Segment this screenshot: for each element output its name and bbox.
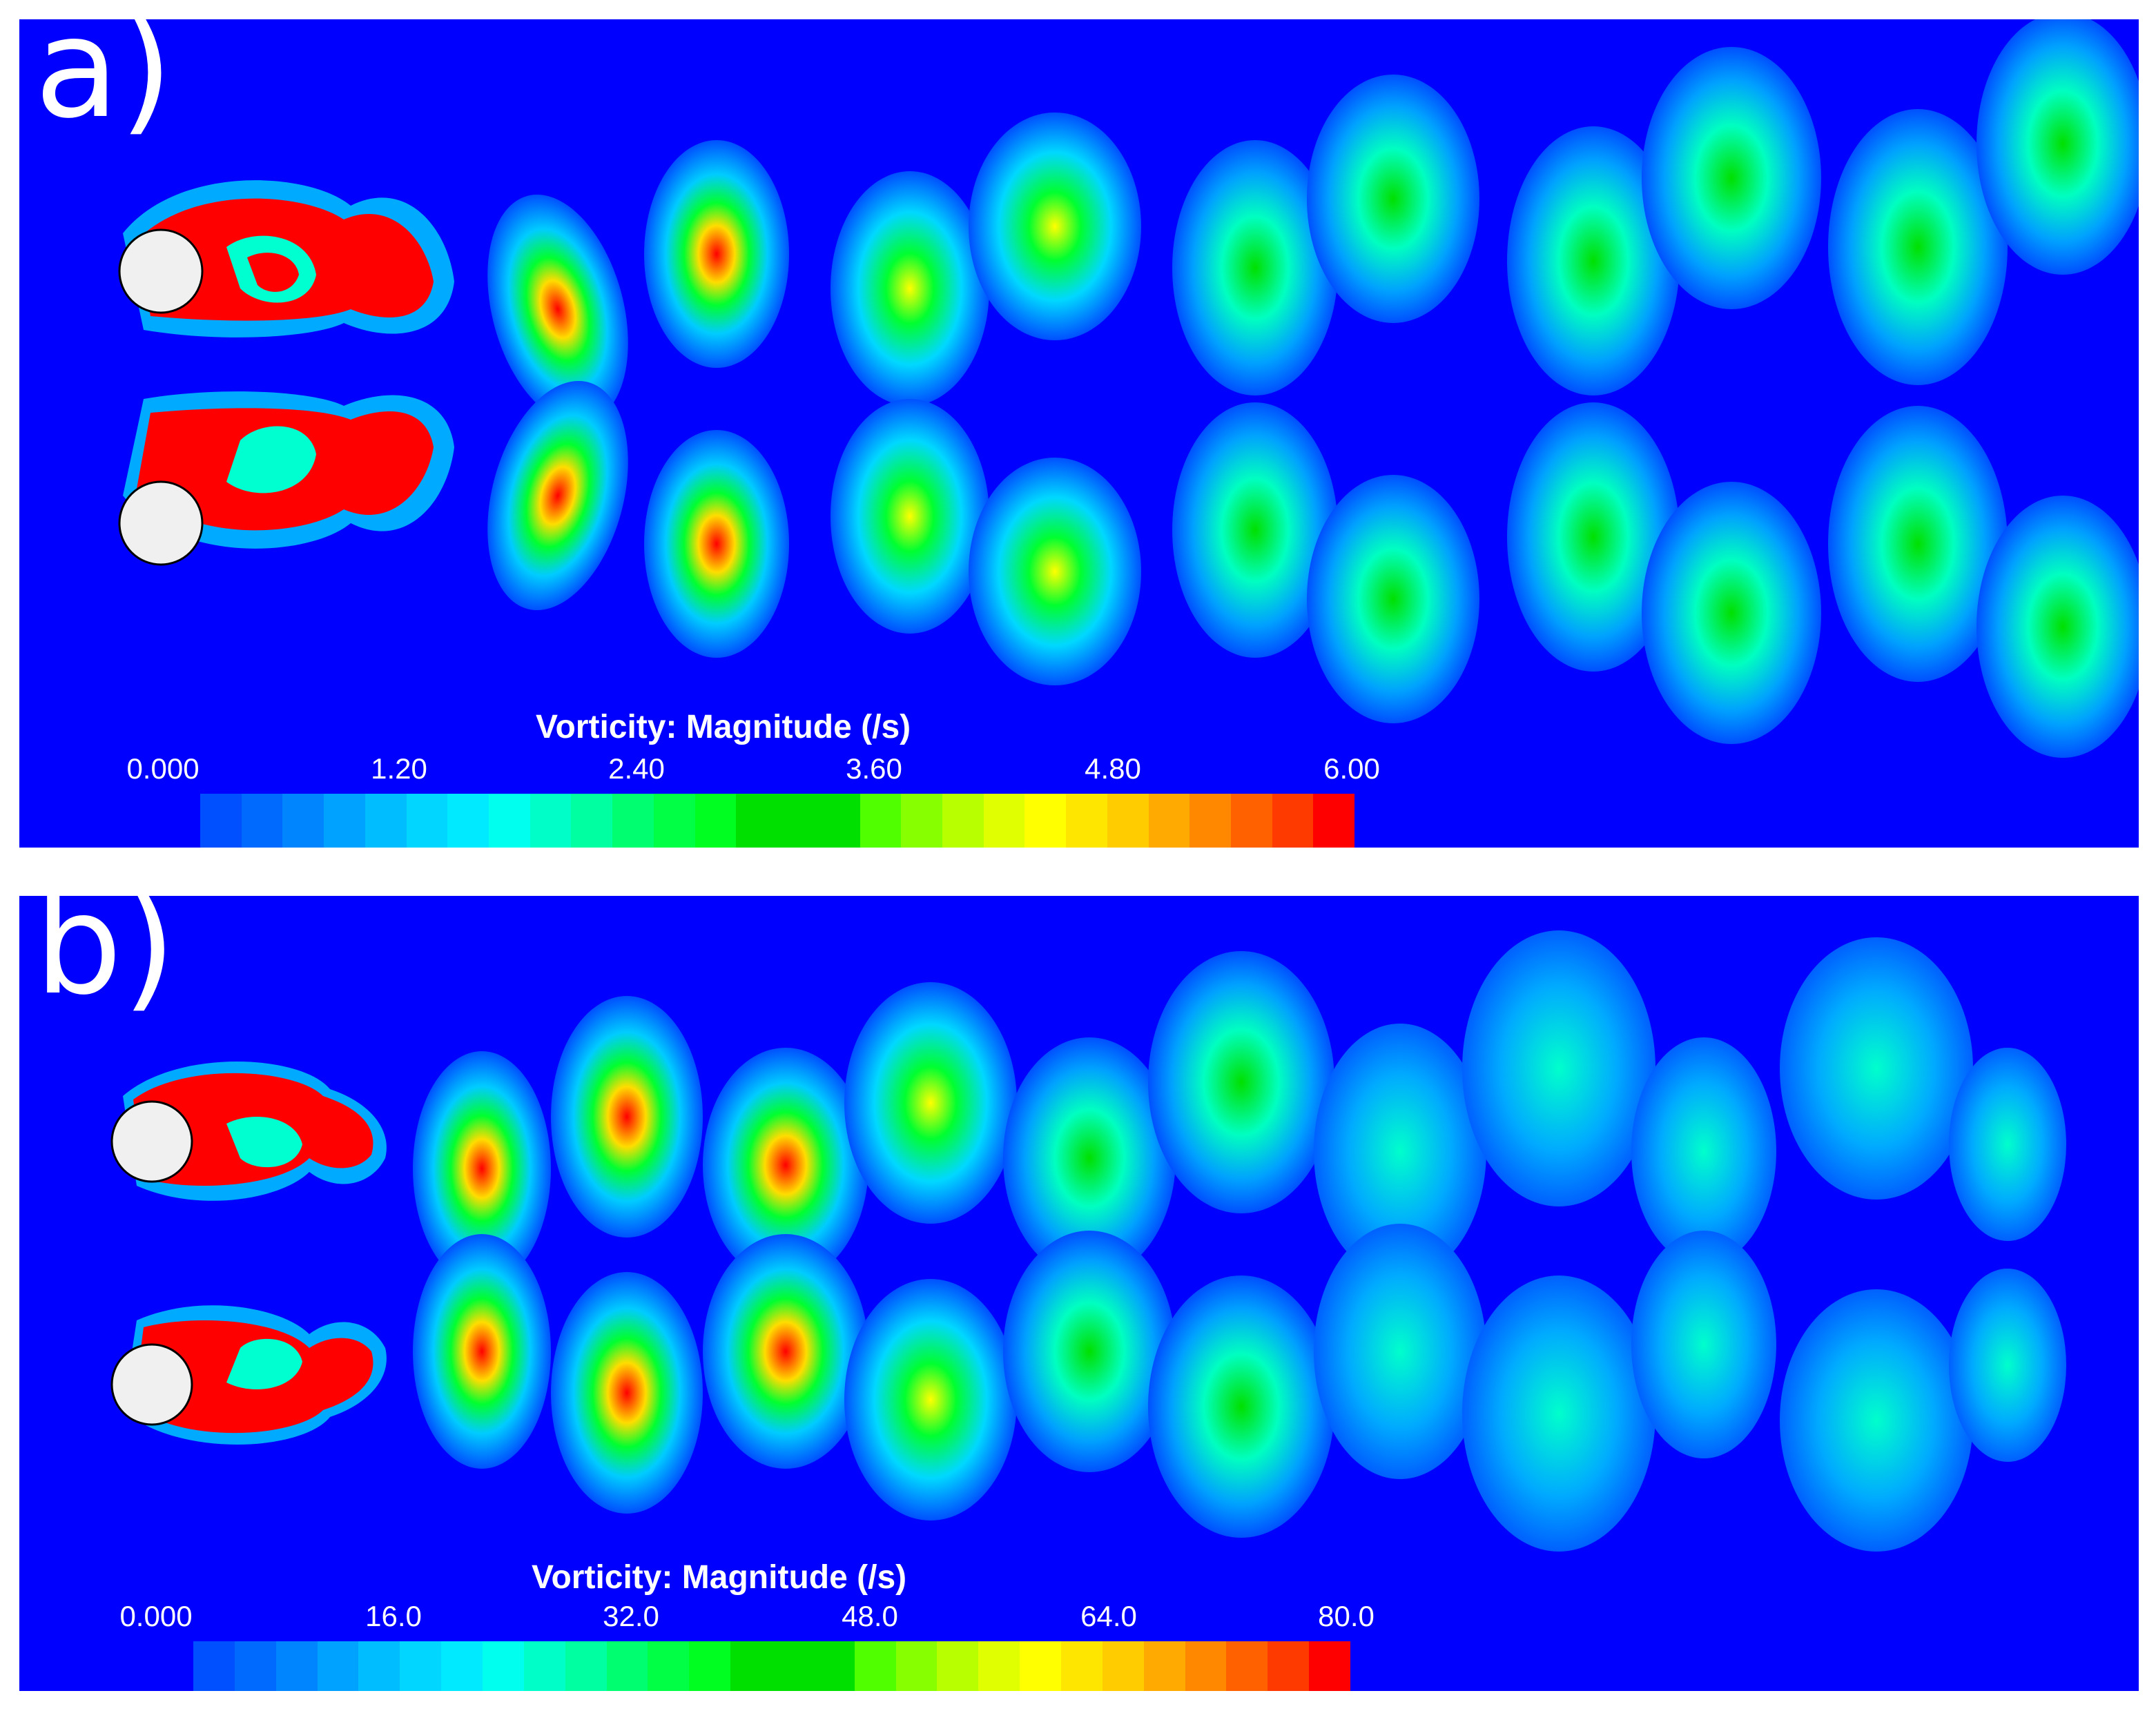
legend-tick: 16.0 xyxy=(365,1600,422,1632)
legend-tick: 4.80 xyxy=(1085,752,1141,785)
legend-tick: 1.20 xyxy=(371,752,427,785)
colorbar-segment xyxy=(1189,794,1231,848)
colorbar-segment xyxy=(653,794,695,848)
legend-tick: 6.00 xyxy=(1323,752,1380,785)
colorbar-segment xyxy=(1148,794,1190,848)
colorbar-segment xyxy=(523,1641,565,1691)
colorbar-segment xyxy=(983,794,1025,848)
colorbar-segment xyxy=(447,794,489,848)
colorbar-segment xyxy=(1024,794,1067,848)
colorbar-b xyxy=(193,1641,1351,1691)
colorbar-segment xyxy=(860,794,902,848)
colorbar-segment xyxy=(648,1641,690,1691)
colorbar-segment xyxy=(193,1641,235,1691)
colorbar-segment xyxy=(689,1641,731,1691)
colorbar-segment xyxy=(895,1641,938,1691)
legend-tick: 80.0 xyxy=(1318,1600,1375,1632)
colorbar-segment xyxy=(441,1641,483,1691)
wake-upper-b xyxy=(123,930,2066,1286)
colorbar-segment xyxy=(606,1641,648,1691)
colorbar-segment xyxy=(978,1641,1020,1691)
legend-title-a: Vorticity: Magnitude (/s) xyxy=(536,709,911,745)
legend-tick: 3.60 xyxy=(846,752,902,785)
colorbar-segment xyxy=(317,1641,359,1691)
colorbar-segment xyxy=(854,1641,896,1691)
colorbar-segment xyxy=(1143,1641,1185,1691)
colorbar-segment xyxy=(1230,794,1272,848)
cylinder-lower-b xyxy=(110,1343,193,1426)
colorbar-segment xyxy=(1185,1641,1227,1691)
colorbar-segment xyxy=(1309,1641,1351,1691)
panel-a: a) Vorticity: Magnitude (/s) 0.000 1.20 … xyxy=(19,19,2139,848)
vorticity-field-a xyxy=(118,19,2139,758)
colorbar-segment xyxy=(571,794,613,848)
legend-tick: 48.0 xyxy=(842,1600,898,1632)
panel-b: b) Vorticity: Magnitude (/s) 0.000 16.0 … xyxy=(19,896,2139,1691)
colorbar-segment xyxy=(937,1641,979,1691)
panel-label-b: b) xyxy=(35,896,176,1026)
colorbar-segment xyxy=(282,794,324,848)
cylinder-upper-a xyxy=(118,228,204,314)
colorbar-segment xyxy=(275,1641,318,1691)
colorbar-segment xyxy=(777,794,819,848)
colorbar-segment xyxy=(942,794,984,848)
colorbar-segment xyxy=(358,1641,400,1691)
colorbar-segment xyxy=(772,1641,813,1691)
colorbar-segment xyxy=(1107,794,1149,848)
cylinder-lower-a xyxy=(118,480,204,566)
colorbar-segment xyxy=(241,794,283,848)
colorbar-segment xyxy=(818,794,860,848)
colorbar-segment xyxy=(1272,794,1314,848)
colorbar-segment xyxy=(813,1641,855,1691)
colorbar-segment xyxy=(736,794,778,848)
colorbar-segment xyxy=(365,794,407,848)
colorbar-segment xyxy=(612,794,654,848)
colorbar-segment xyxy=(1020,1641,1062,1691)
colorbar-segment xyxy=(324,794,365,848)
vorticity-field-b xyxy=(110,930,2066,1552)
colorbar-segment xyxy=(489,794,530,848)
legend-tick: 0.000 xyxy=(126,752,200,785)
colorbar-segment xyxy=(565,1641,607,1691)
colorbar-segment xyxy=(406,794,448,848)
colorbar-segment xyxy=(400,1641,442,1691)
colorbar-segment xyxy=(483,1641,524,1691)
colorbar-segment xyxy=(530,794,572,848)
colorbar-segment xyxy=(1313,794,1355,848)
colorbar-segment xyxy=(234,1641,276,1691)
legend-tick: 0.000 xyxy=(119,1600,193,1632)
legend-tick: 64.0 xyxy=(1080,1600,1137,1632)
colorbar-segment xyxy=(1268,1641,1310,1691)
colorbar-segment xyxy=(1066,794,1107,848)
colorbar-segment xyxy=(901,794,942,848)
colorbar-segment xyxy=(1061,1641,1103,1691)
wake-lower-b xyxy=(123,1224,2066,1552)
colorbar-segment xyxy=(730,1641,773,1691)
cylinder-upper-b xyxy=(110,1100,193,1183)
colorbar-segment xyxy=(695,794,737,848)
wake-upper-a xyxy=(123,19,2139,424)
colorbar-segment xyxy=(200,794,242,848)
panel-label-a: a) xyxy=(35,19,173,149)
colorbar-segment xyxy=(1226,1641,1268,1691)
legend-tick: 2.40 xyxy=(608,752,665,785)
colorbar-a xyxy=(200,794,1355,848)
legend-title-b: Vorticity: Magnitude (/s) xyxy=(532,1559,907,1596)
colorbar-segment xyxy=(1102,1641,1144,1691)
wake-lower-a xyxy=(123,380,2139,758)
legend-tick: 32.0 xyxy=(603,1600,659,1632)
